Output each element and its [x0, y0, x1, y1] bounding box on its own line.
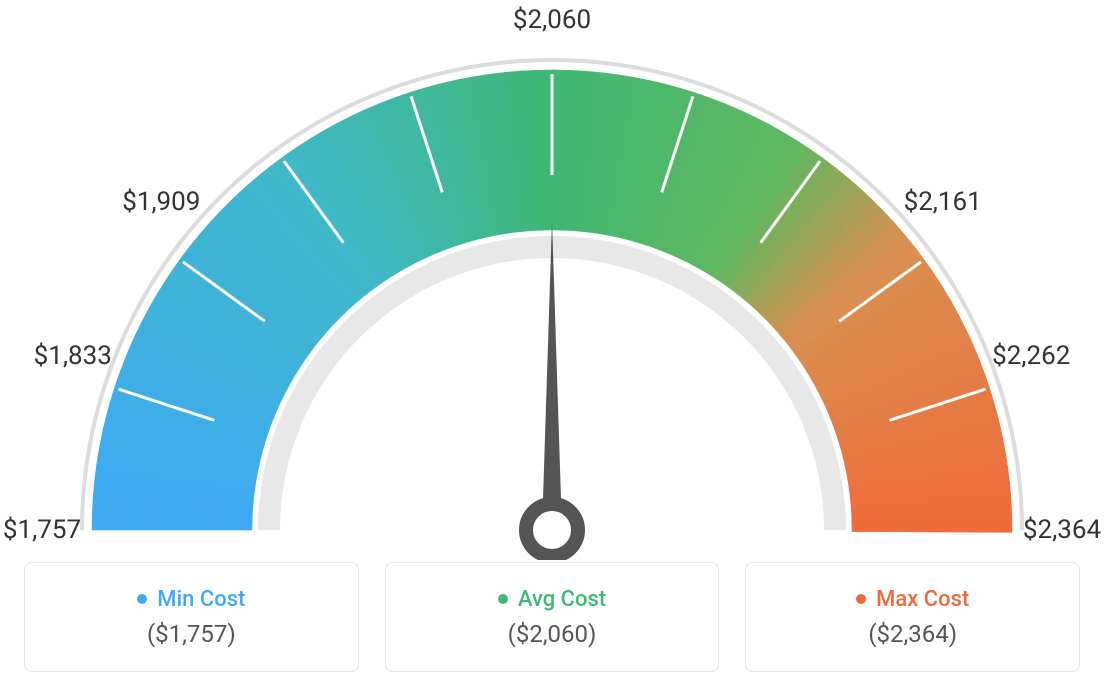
- legend-card-min: Min Cost ($1,757): [24, 562, 359, 672]
- gauge-svg: [0, 0, 1104, 560]
- legend-value-min: ($1,757): [147, 620, 236, 648]
- legend-title-min: Min Cost: [157, 587, 245, 612]
- legend-title-max: Max Cost: [876, 587, 969, 612]
- gauge-chart-container: $1,757 $1,833 $1,909 $2,060 $2,161 $2,262 $2,3…: [0, 0, 1104, 690]
- legend-dot-max: [856, 594, 866, 604]
- legend-card-avg: Avg Cost ($2,060): [385, 562, 720, 672]
- gauge-tick-label: $1,833: [34, 341, 112, 371]
- gauge-tick-label: $2,262: [992, 341, 1070, 371]
- legend-title-row: Min Cost: [137, 587, 245, 612]
- legend-card-max: Max Cost ($2,364): [745, 562, 1080, 672]
- gauge-tick-label: $2,060: [513, 5, 591, 35]
- gauge-tick-label: $2,161: [904, 187, 982, 217]
- legend-title-avg: Avg Cost: [518, 587, 606, 612]
- legend-title-row: Avg Cost: [498, 587, 606, 612]
- legend-value-avg: ($2,060): [508, 620, 597, 648]
- legend-title-row: Max Cost: [856, 587, 969, 612]
- gauge-wrap: $1,757 $1,833 $1,909 $2,060 $2,161 $2,262 $2,3…: [0, 0, 1104, 560]
- legend-dot-avg: [498, 594, 508, 604]
- gauge-tick-label: $1,909: [122, 187, 200, 217]
- legend-row: Min Cost ($1,757) Avg Cost ($2,060) Max …: [0, 562, 1104, 672]
- gauge-tick-label: $1,757: [3, 515, 81, 545]
- legend-value-max: ($2,364): [868, 620, 957, 648]
- gauge-tick-label: $2,364: [1023, 515, 1101, 545]
- legend-dot-min: [137, 594, 147, 604]
